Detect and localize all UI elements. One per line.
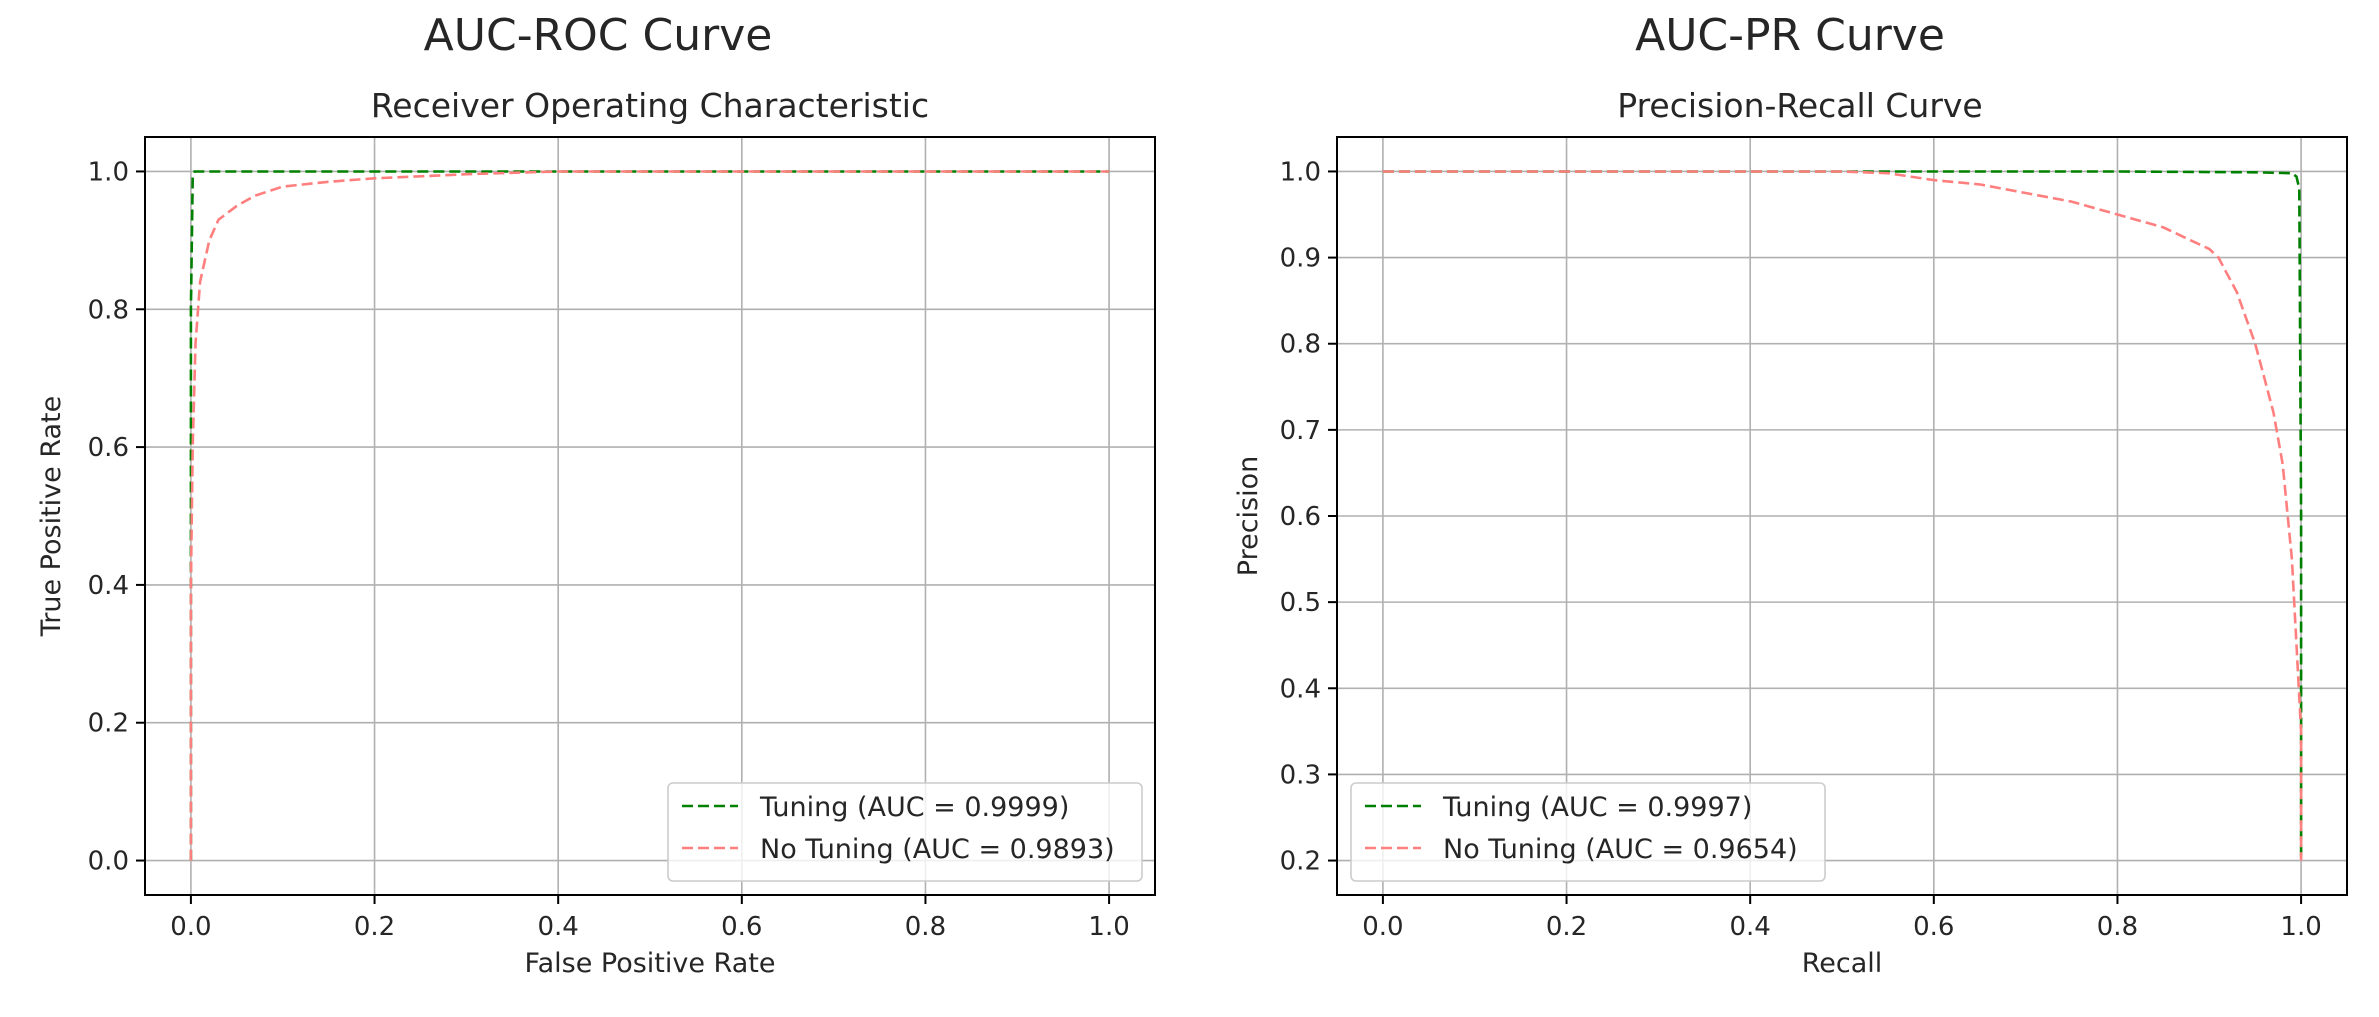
- pr-panel: AUC-PR Curve Precision-Recall Curve 0.0 0…: [1233, 10, 2348, 979]
- roc-y-tick-label: 0.2: [88, 709, 129, 739]
- roc-legend-box: [667, 782, 1143, 882]
- pr-x-tick-label: 0.2: [1546, 912, 1587, 942]
- pr-y-tick-label: 0.6: [1280, 502, 1321, 532]
- pr-grid: [1337, 137, 2347, 895]
- pr-series-no-tuning: [1382, 170, 2303, 861]
- pr-x-tick-label: 0.8: [2097, 912, 2138, 942]
- pr-y-tick-label: 0.2: [1280, 847, 1321, 877]
- roc-y-tick-label: 0.4: [88, 571, 129, 601]
- pr-y-tick-label: 0.8: [1280, 330, 1321, 360]
- pr-x-axis-label: Recall: [1802, 948, 1883, 979]
- roc-panel: AUC-ROC Curve Receiver Operating Charact…: [36, 10, 1156, 979]
- pr-chart-title: Precision-Recall Curve: [1617, 86, 1982, 125]
- pr-y-tick-label: 0.7: [1280, 416, 1321, 446]
- roc-plot-frame: [144, 136, 1156, 896]
- pr-series: [1382, 170, 2303, 861]
- pr-y-tick-label: 0.5: [1280, 588, 1321, 618]
- roc-x-tick-label: 0.6: [721, 912, 762, 942]
- pr-ticks: 0.0 0.2 0.4 0.6 0.8 1.0 0.2 0.3 0.4 0.5 0.6 0.7 0.8 0…: [1280, 157, 2322, 942]
- pr-y-tick-label: 0.9: [1280, 244, 1321, 274]
- pr-legend: Tuning (AUC = 0.9997) No Tuning (AUC = 0…: [1350, 782, 1826, 882]
- pr-x-tick-label: 0.0: [1362, 912, 1403, 942]
- roc-legend-label-no-tuning: No Tuning (AUC = 0.9893): [760, 834, 1115, 865]
- pr-x-tick-label: 0.4: [1730, 912, 1771, 942]
- roc-x-tick-label: 0.8: [905, 912, 946, 942]
- pr-y-axis-label: Precision: [1233, 456, 1264, 576]
- roc-y-tick-label: 0.0: [88, 847, 129, 877]
- pr-y-tick-label: 0.4: [1280, 674, 1321, 704]
- roc-legend: Tuning (AUC = 0.9999) No Tuning (AUC = 0…: [667, 782, 1143, 882]
- pr-legend-label-tuning: Tuning (AUC = 0.9997): [1442, 792, 1752, 823]
- roc-y-axis-label: True Positive Rate: [36, 396, 67, 638]
- roc-series: [189, 170, 1110, 861]
- pr-x-tick-label: 0.6: [1913, 912, 1954, 942]
- pr-legend-label-no-tuning: No Tuning (AUC = 0.9654): [1443, 834, 1798, 865]
- roc-panel-title: AUC-ROC Curve: [424, 10, 773, 61]
- roc-x-tick-label: 0.4: [538, 912, 579, 942]
- roc-series-no-tuning: [189, 170, 1110, 861]
- roc-ticks: 0.0 0.2 0.4 0.6 0.8 1.0 0.0 0.2 0.4 0.6 0.8 1.0: [88, 157, 1130, 942]
- roc-y-tick-label: 1.0: [88, 157, 129, 187]
- roc-chart-title: Receiver Operating Characteristic: [371, 86, 929, 125]
- roc-x-tick-label: 1.0: [1088, 912, 1129, 942]
- roc-y-tick-label: 0.6: [88, 433, 129, 463]
- roc-x-tick-label: 0.2: [354, 912, 395, 942]
- pr-x-tick-label: 1.0: [2280, 912, 2321, 942]
- roc-y-tick-label: 0.8: [88, 295, 129, 325]
- pr-y-tick-label: 1.0: [1280, 157, 1321, 187]
- roc-x-tick-label: 0.0: [170, 912, 211, 942]
- pr-y-tick-label: 0.3: [1280, 760, 1321, 790]
- roc-legend-label-tuning: Tuning (AUC = 0.9999): [759, 792, 1069, 823]
- pr-series-tuning: [1382, 170, 2303, 861]
- pr-legend-box: [1350, 782, 1826, 882]
- roc-x-axis-label: False Positive Rate: [525, 948, 776, 979]
- pr-panel-title: AUC-PR Curve: [1635, 10, 1945, 61]
